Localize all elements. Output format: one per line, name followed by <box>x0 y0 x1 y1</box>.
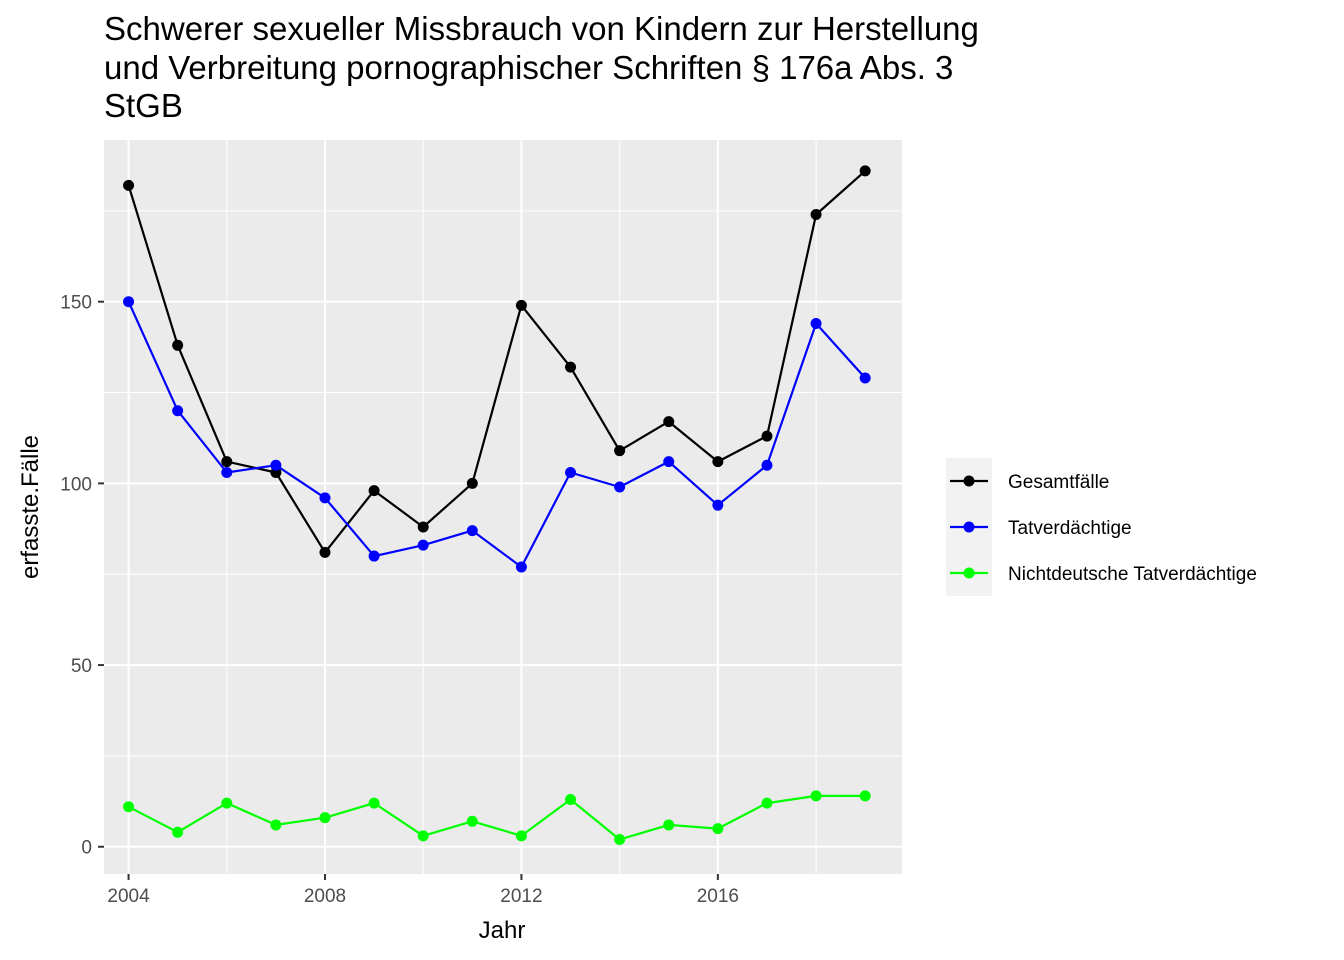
series-line <box>127 170 866 554</box>
legend-key-point <box>963 475 975 487</box>
x-tick-label: 2004 <box>107 886 150 907</box>
series-line <box>128 794 866 841</box>
data-point <box>172 405 184 417</box>
data-point <box>761 797 773 809</box>
data-point <box>172 826 184 838</box>
data-point <box>614 833 626 845</box>
data-point <box>417 521 429 533</box>
x-tick-label: 2008 <box>304 886 346 907</box>
x-tick-label: 2016 <box>697 886 739 907</box>
data-point <box>368 485 380 497</box>
series-tatverd-chtige <box>123 296 871 573</box>
data-point <box>466 477 478 489</box>
data-point <box>270 819 282 831</box>
chart-title-line: und Verbreitung pornographischer Schrift… <box>104 49 953 86</box>
chart-title: Schwerer sexueller Missbrauch von Kinder… <box>104 10 979 124</box>
legend: Gesamtfälle Tatverdächtige Nichtdeutsche T… <box>946 458 1257 596</box>
series-nichtdeutsche-tatverd-chtige <box>123 790 871 845</box>
data-point <box>565 361 577 373</box>
data-point <box>466 525 478 537</box>
data-point <box>270 459 282 471</box>
plot-panel <box>104 140 902 874</box>
data-point <box>565 466 577 478</box>
x-axis: 2004 2008 2012 2016 <box>107 874 739 907</box>
data-point <box>761 459 773 471</box>
data-point <box>712 456 724 468</box>
data-point <box>761 430 773 442</box>
series-line <box>127 301 867 569</box>
data-point <box>172 339 184 351</box>
data-point <box>123 296 135 308</box>
data-point <box>221 797 233 809</box>
data-point <box>712 499 724 511</box>
data-point <box>368 797 380 809</box>
data-point <box>123 801 135 813</box>
data-point <box>123 179 135 191</box>
y-axis: 0 50 100 150 <box>60 293 104 859</box>
data-point <box>810 208 822 220</box>
y-tick-label: 150 <box>60 293 92 314</box>
y-tick-label: 0 <box>81 838 92 859</box>
data-point <box>319 546 331 558</box>
data-point <box>810 318 822 329</box>
data-point <box>417 830 429 842</box>
data-point <box>614 481 626 493</box>
y-tick-label: 100 <box>60 474 92 495</box>
legend-key-point <box>963 567 975 579</box>
legend-label: Nichtdeutsche Tatverdächtige <box>1008 564 1257 585</box>
legend-label: Tatverdächtige <box>1008 518 1132 539</box>
data-point <box>319 492 331 504</box>
data-point <box>515 299 527 311</box>
data-point <box>515 561 527 573</box>
series-layer <box>123 165 871 845</box>
data-point <box>810 790 822 802</box>
chart-title-line: StGB <box>104 87 183 124</box>
data-point <box>368 550 380 562</box>
legend-key-point <box>963 521 975 533</box>
chart-title-line: Schwerer sexueller Missbrauch von Kinder… <box>104 10 979 47</box>
data-point <box>712 823 724 835</box>
x-axis-title: Jahr <box>479 917 526 944</box>
data-point <box>221 466 233 478</box>
y-tick-label: 50 <box>71 656 92 677</box>
y-axis-title: erfasste.Fälle <box>17 435 44 579</box>
data-point <box>663 819 675 831</box>
data-point <box>614 445 626 457</box>
data-point <box>515 830 527 842</box>
gridlines <box>104 140 902 874</box>
data-point <box>663 456 675 468</box>
data-point <box>319 812 331 824</box>
data-point <box>859 372 871 384</box>
data-point <box>565 794 577 806</box>
data-point <box>466 815 478 827</box>
data-point <box>221 456 233 468</box>
data-point <box>859 790 871 802</box>
legend-label: Gesamtfälle <box>1008 472 1109 493</box>
data-point <box>859 165 871 177</box>
data-point <box>417 539 429 551</box>
x-tick-label: 2012 <box>500 886 542 907</box>
data-point <box>663 416 675 428</box>
